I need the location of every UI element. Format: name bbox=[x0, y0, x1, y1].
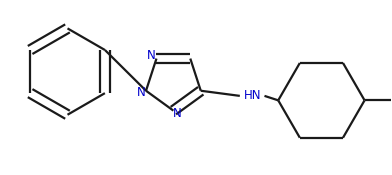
Text: N: N bbox=[136, 86, 145, 99]
Text: N: N bbox=[147, 49, 156, 62]
Text: N: N bbox=[173, 107, 182, 120]
Text: HN: HN bbox=[244, 89, 261, 102]
